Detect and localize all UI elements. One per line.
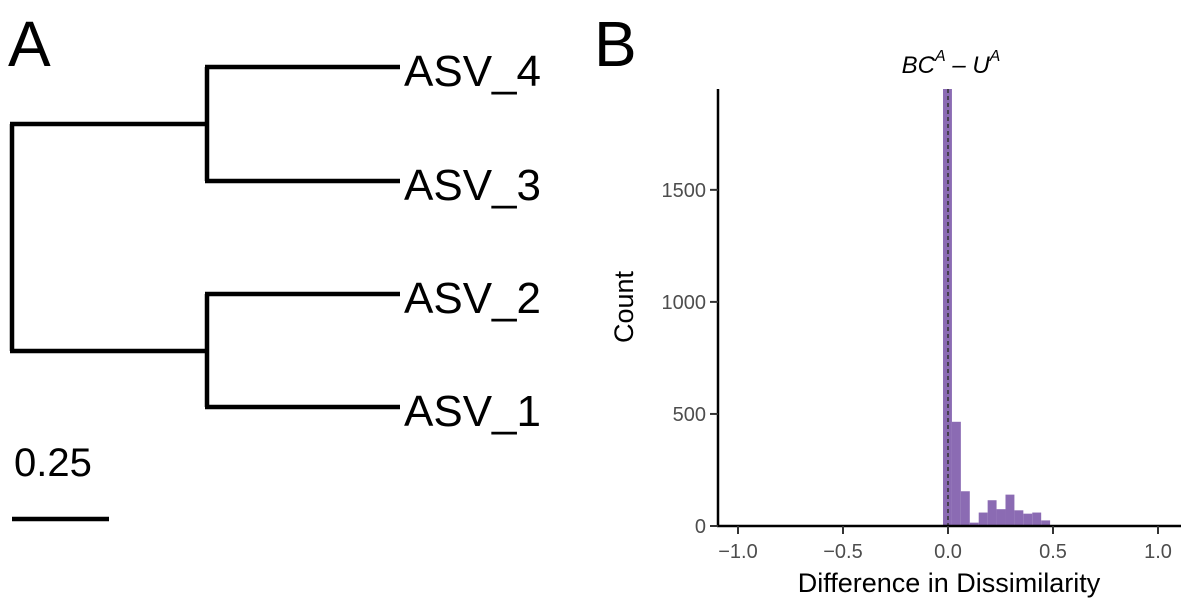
histogram-bar-1: [951, 421, 961, 526]
panel-a-letter: A: [8, 8, 51, 80]
dendrogram: [9, 64, 400, 410]
x-tick-label-0: −1.0: [718, 541, 757, 563]
y-tick-label-0: 0: [695, 516, 706, 538]
tip-label-asv2: ASV_2: [404, 274, 541, 323]
panel-b-letter: B: [594, 8, 637, 80]
x-tick-label-3: 0.5: [1039, 541, 1067, 563]
histogram-bars: [943, 89, 1051, 526]
x-axis-ticks: −1.0 −0.5 0.0 0.5 1.0: [718, 526, 1172, 563]
x-tick-label-2: 0.0: [934, 541, 962, 563]
histogram-bar-7: [1005, 494, 1015, 526]
histogram-title: BCA – UA: [902, 48, 1001, 79]
y-tick-label-3: 1500: [662, 180, 707, 202]
y-tick-label-2: 1000: [662, 292, 707, 314]
histogram-bar-5: [987, 500, 997, 526]
x-axis-title: Difference in Dissimilarity: [798, 568, 1101, 598]
y-axis-title: Count: [609, 270, 639, 343]
x-tick-label-1: −0.5: [823, 541, 862, 563]
histogram-bar-3: [969, 522, 979, 526]
y-tick-label-1: 500: [673, 404, 706, 426]
histogram-bar-4: [978, 512, 988, 526]
histogram-bar-6: [996, 509, 1006, 526]
histogram-bar-10: [1032, 512, 1042, 526]
histogram-bar-11: [1041, 520, 1051, 526]
x-tick-label-4: 1.0: [1144, 541, 1172, 563]
tip-label-asv3: ASV_3: [404, 161, 541, 210]
tip-label-asv1: ASV_1: [404, 387, 541, 436]
histogram-bar-8: [1014, 510, 1024, 526]
histogram-bar-2: [960, 491, 970, 526]
y-axis-ticks: 0 500 1000 1500: [662, 180, 718, 538]
scale-bar-label: 0.25: [14, 441, 92, 485]
tip-label-asv4: ASV_4: [404, 47, 541, 96]
histogram-bar-9: [1023, 513, 1033, 526]
